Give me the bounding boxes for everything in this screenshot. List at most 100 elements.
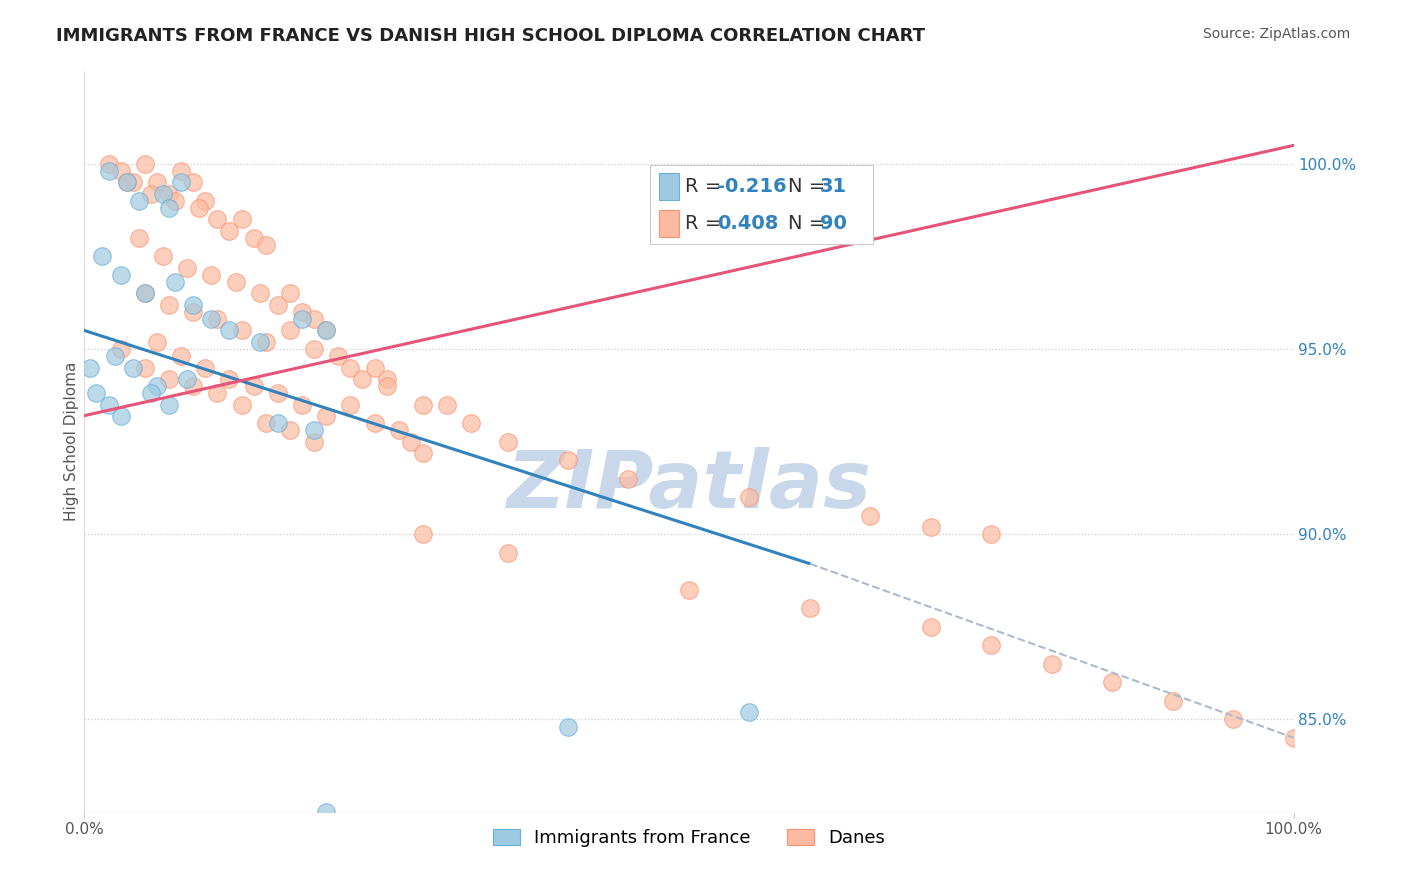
Point (363, 360, 385, 375)
Point (254, 238, 277, 252)
Point (176, 260, 198, 275)
Point (267, 297, 290, 311)
Bar (658, 173, 679, 200)
Point (339, 397, 361, 411)
Point (399, 434, 422, 449)
Point (157, 297, 180, 311)
Point (980, 638, 1002, 652)
Point (207, 212, 229, 227)
Point (115, 175, 138, 189)
Point (920, 519, 942, 533)
Point (157, 202, 180, 216)
Point (152, 249, 174, 263)
Point (218, 223, 240, 237)
Point (188, 202, 211, 216)
Text: 0.408: 0.408 (717, 213, 778, 233)
Point (146, 175, 169, 189)
Point (363, 416, 385, 430)
Point (291, 305, 314, 319)
Point (165, 276, 187, 290)
Point (267, 416, 290, 430)
Point (207, 312, 229, 326)
Point (315, 323, 337, 337)
Point (249, 334, 271, 349)
Point (315, 805, 337, 819)
Point (557, 453, 579, 467)
Point (339, 360, 361, 375)
Text: 90: 90 (820, 213, 846, 233)
Point (200, 268, 222, 282)
Point (496, 546, 519, 560)
Point (242, 231, 264, 245)
Point (110, 268, 132, 282)
Point (267, 386, 290, 401)
Point (1161, 693, 1184, 707)
Point (249, 286, 271, 301)
Point (242, 379, 264, 393)
Point (194, 360, 217, 375)
Point (121, 360, 143, 375)
Point (97, 164, 120, 178)
Point (412, 397, 434, 411)
Point (146, 334, 169, 349)
Point (170, 350, 193, 364)
Text: R =: R = (686, 178, 728, 196)
Point (278, 286, 301, 301)
Point (157, 186, 180, 201)
Text: R =: R = (686, 213, 728, 233)
Point (128, 231, 150, 245)
Point (1101, 675, 1123, 690)
Point (799, 601, 821, 615)
Point (436, 397, 458, 411)
Point (157, 397, 180, 411)
Point (139, 386, 162, 401)
Point (110, 164, 132, 178)
Point (181, 379, 204, 393)
Point (412, 527, 434, 541)
Point (375, 371, 398, 385)
Point (207, 386, 229, 401)
Text: N =: N = (789, 178, 832, 196)
Point (315, 323, 337, 337)
Point (315, 409, 337, 423)
Point (121, 175, 143, 189)
Text: IMMIGRANTS FROM FRANCE VS DANISH HIGH SCHOOL DIPLOMA CORRELATION CHART: IMMIGRANTS FROM FRANCE VS DANISH HIGH SC… (56, 27, 925, 45)
Point (181, 175, 204, 189)
Point (302, 424, 325, 438)
Point (91, 249, 114, 263)
Point (278, 323, 301, 337)
Point (617, 471, 640, 485)
Point (678, 582, 700, 597)
Point (302, 312, 325, 326)
Point (920, 619, 942, 633)
Point (980, 527, 1002, 541)
Point (231, 212, 253, 227)
Point (139, 186, 162, 201)
Point (134, 360, 156, 375)
Y-axis label: High School Diploma: High School Diploma (63, 362, 79, 521)
Point (146, 379, 169, 393)
Point (231, 323, 253, 337)
Point (557, 720, 579, 734)
Point (225, 276, 247, 290)
Bar (658, 210, 679, 236)
Point (218, 371, 240, 385)
Point (200, 312, 222, 326)
Point (231, 397, 253, 411)
Point (181, 305, 204, 319)
Point (460, 416, 482, 430)
Point (859, 508, 882, 523)
Point (302, 434, 325, 449)
Point (104, 350, 127, 364)
Point (278, 424, 301, 438)
Point (86, 386, 108, 401)
Point (110, 409, 132, 423)
Point (1282, 731, 1305, 745)
Point (97, 397, 120, 411)
Point (110, 342, 132, 356)
Text: N =: N = (789, 213, 832, 233)
Point (115, 175, 138, 189)
Legend: Immigrants from France, Danes: Immigrants from France, Danes (485, 822, 893, 855)
Point (1040, 657, 1063, 671)
Point (134, 286, 156, 301)
